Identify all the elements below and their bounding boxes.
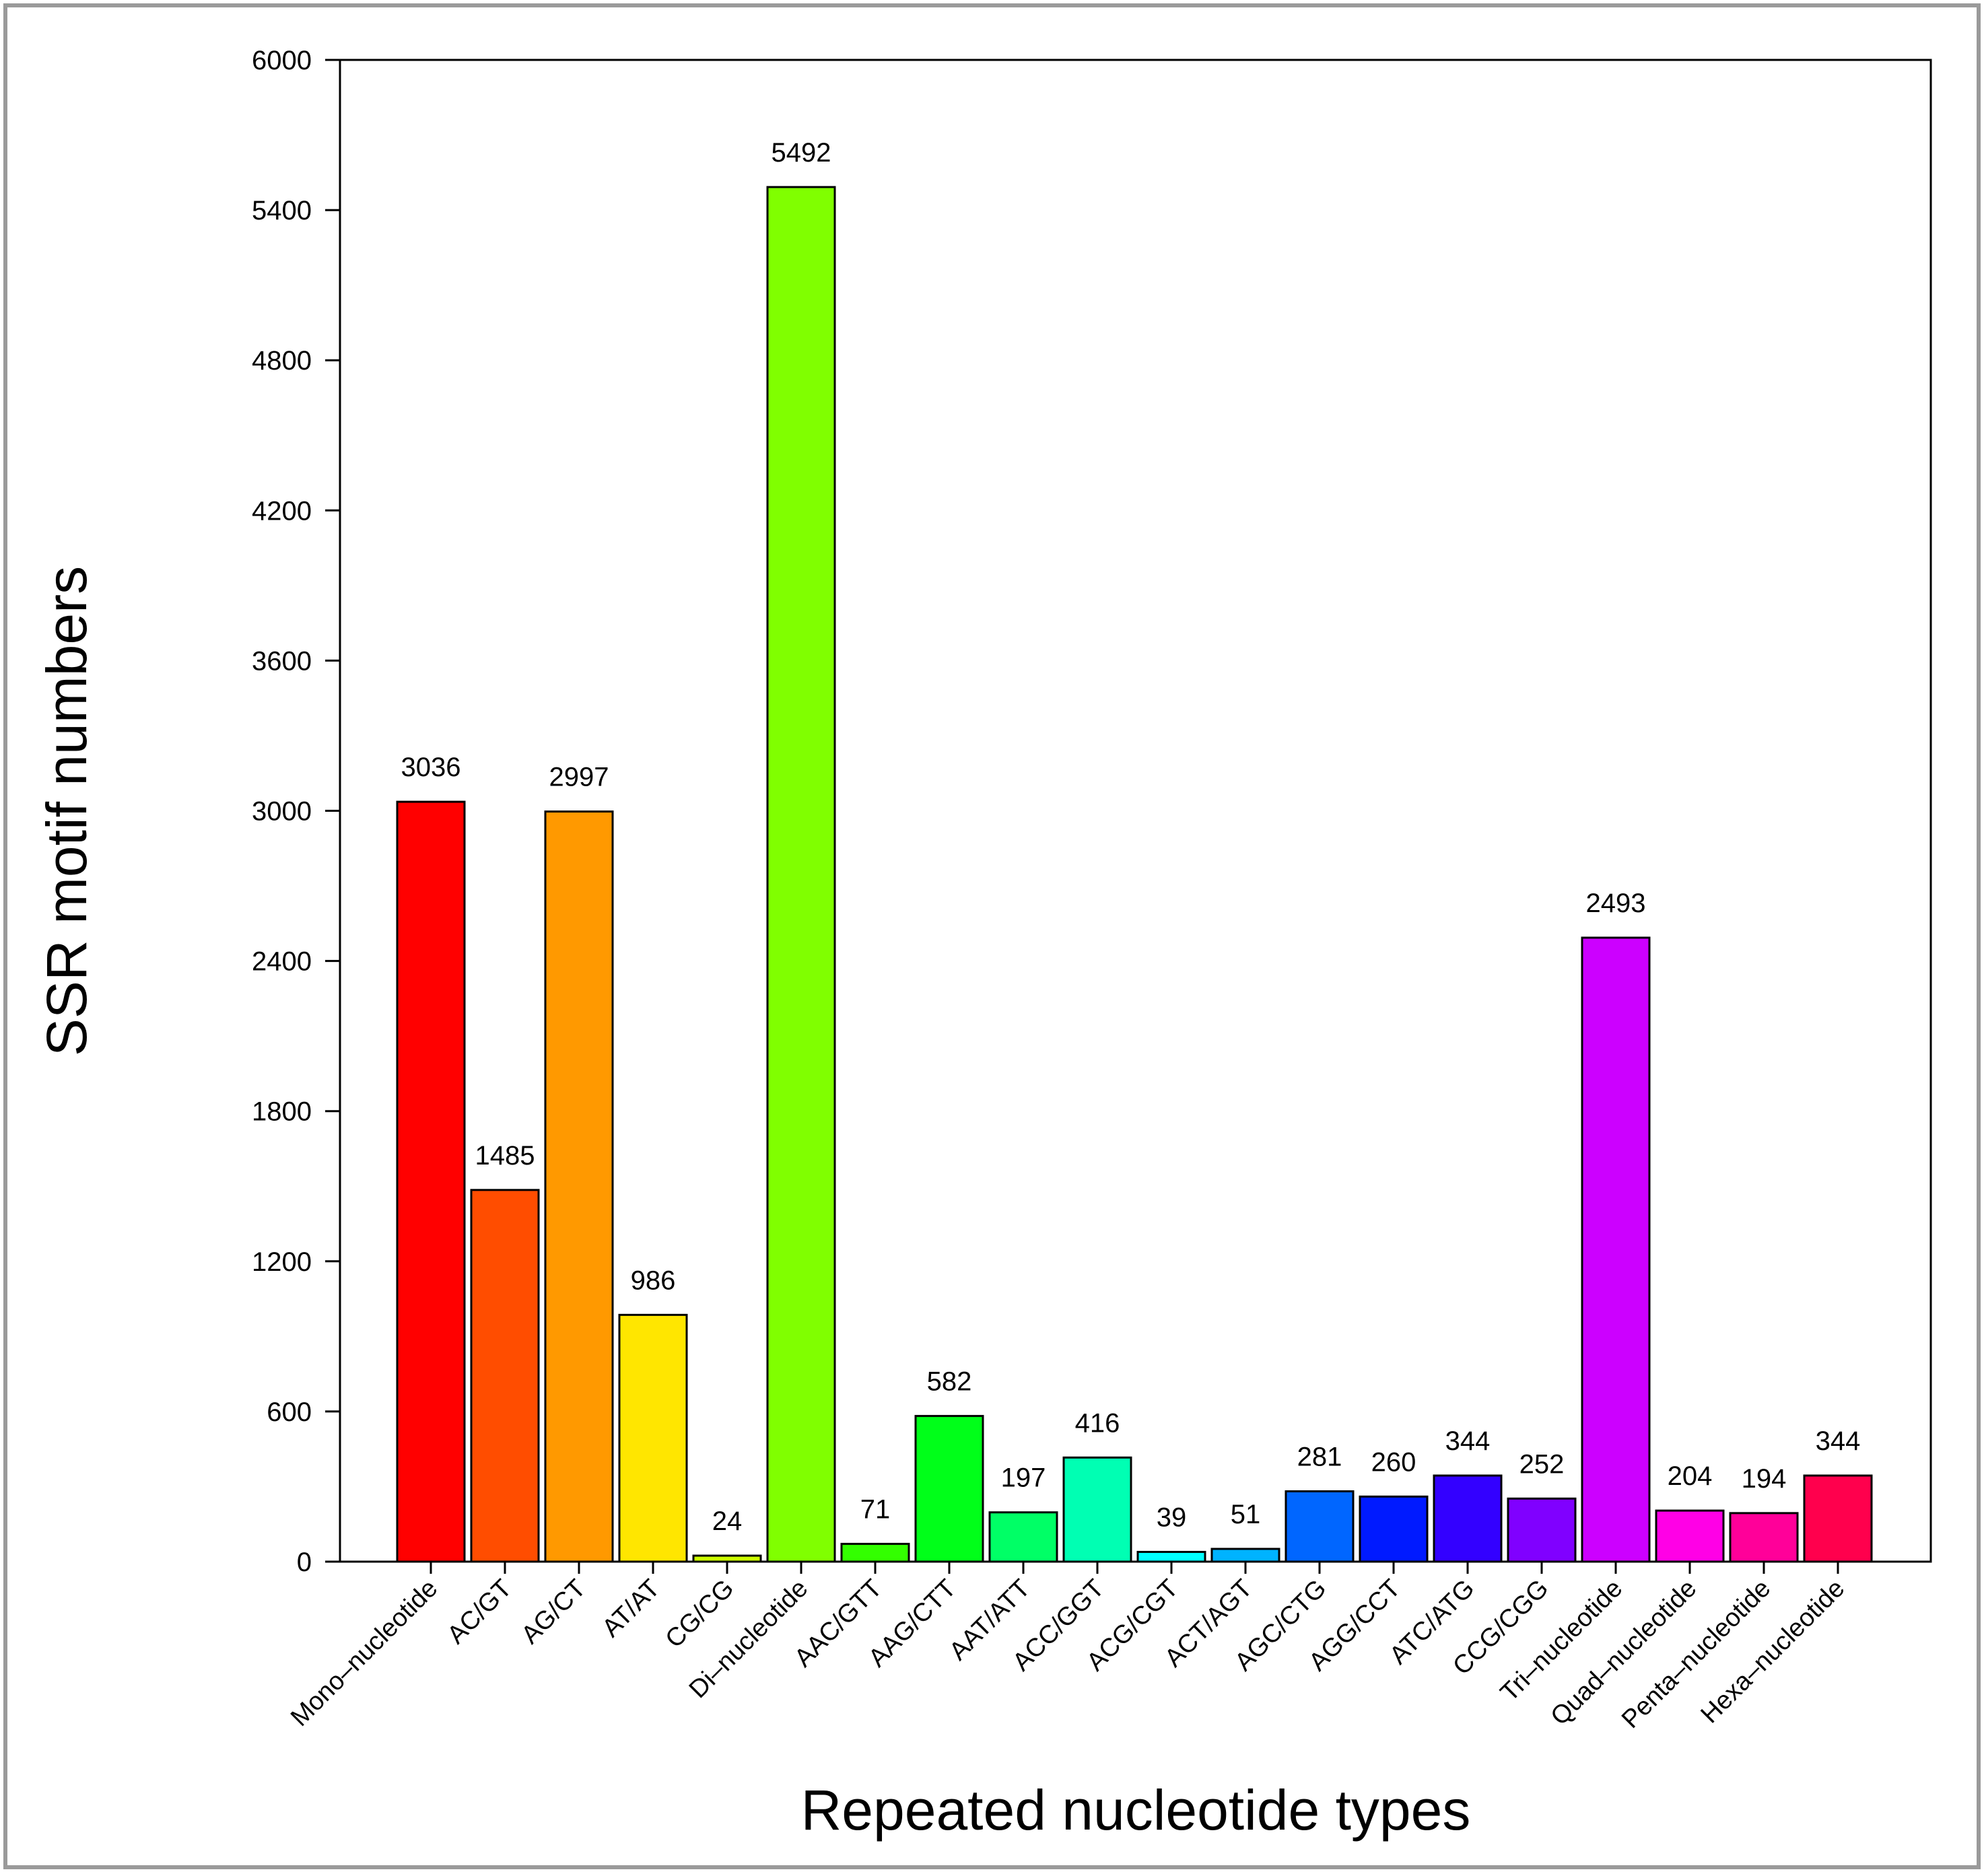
bar [618, 1313, 688, 1563]
y-tick-label: 2400 [252, 947, 312, 977]
y-tick-label: 3000 [252, 797, 312, 827]
bar [988, 1511, 1058, 1563]
data-label: 3036 [401, 753, 461, 782]
bar [766, 186, 836, 1563]
y-tick-label: 1800 [252, 1097, 312, 1127]
data-label: 2493 [1586, 889, 1646, 918]
y-tick-label: 5400 [252, 196, 312, 225]
data-label: 71 [860, 1495, 891, 1525]
bar [914, 1415, 984, 1563]
bar [1285, 1490, 1355, 1563]
bar [1581, 936, 1651, 1563]
data-label: 1485 [475, 1141, 535, 1171]
data-label: 194 [1742, 1464, 1787, 1494]
y-axis: 0 600 1200 1800 2400 3000 3600 4200 4800 5400 6000 [252, 46, 340, 1577]
y-tick-label: 6000 [252, 46, 312, 75]
bar [1062, 1456, 1132, 1563]
data-label: 51 [1231, 1500, 1261, 1529]
data-label: 416 [1075, 1408, 1120, 1438]
bars-layer [396, 186, 1873, 1563]
plot-frame [339, 59, 1932, 1563]
data-label: 197 [1001, 1463, 1046, 1493]
data-label: 39 [1157, 1502, 1187, 1532]
data-label: 260 [1371, 1447, 1416, 1477]
data-label: 2997 [549, 763, 609, 792]
y-tick-label: 1200 [252, 1247, 312, 1277]
y-tick-label: 4200 [252, 496, 312, 526]
bar [396, 800, 466, 1563]
bar [1433, 1474, 1503, 1563]
data-label: 252 [1519, 1449, 1565, 1479]
bar [544, 810, 614, 1563]
data-label: 986 [631, 1265, 676, 1295]
data-label: 24 [712, 1506, 743, 1536]
data-label: 344 [1445, 1426, 1491, 1456]
bar [1136, 1550, 1206, 1563]
data-label: 5492 [772, 138, 831, 168]
data-label: 281 [1297, 1443, 1342, 1472]
bar [1359, 1495, 1429, 1563]
bar [470, 1189, 540, 1563]
y-axis-title: SSR motif numbers [35, 566, 98, 1056]
bar [1655, 1509, 1725, 1563]
data-label: 582 [927, 1367, 972, 1397]
y-tick-label: 4800 [252, 346, 312, 376]
x-axis-title: Repeated nucleotide types [801, 1778, 1471, 1842]
data-label: 344 [1816, 1426, 1861, 1456]
bar [1803, 1474, 1873, 1563]
data-labels-layer: 3036 1485 2997 986 24 5492 71 582 197 416 39 51 281 2… [401, 138, 1861, 1536]
bar [1507, 1497, 1577, 1563]
bar [1729, 1512, 1799, 1563]
bar [1210, 1548, 1280, 1563]
y-tick-label: 0 [297, 1548, 312, 1577]
y-tick-label: 600 [267, 1397, 312, 1427]
y-tick-label: 3600 [252, 646, 312, 676]
data-label: 204 [1668, 1461, 1713, 1491]
bar [840, 1543, 910, 1563]
